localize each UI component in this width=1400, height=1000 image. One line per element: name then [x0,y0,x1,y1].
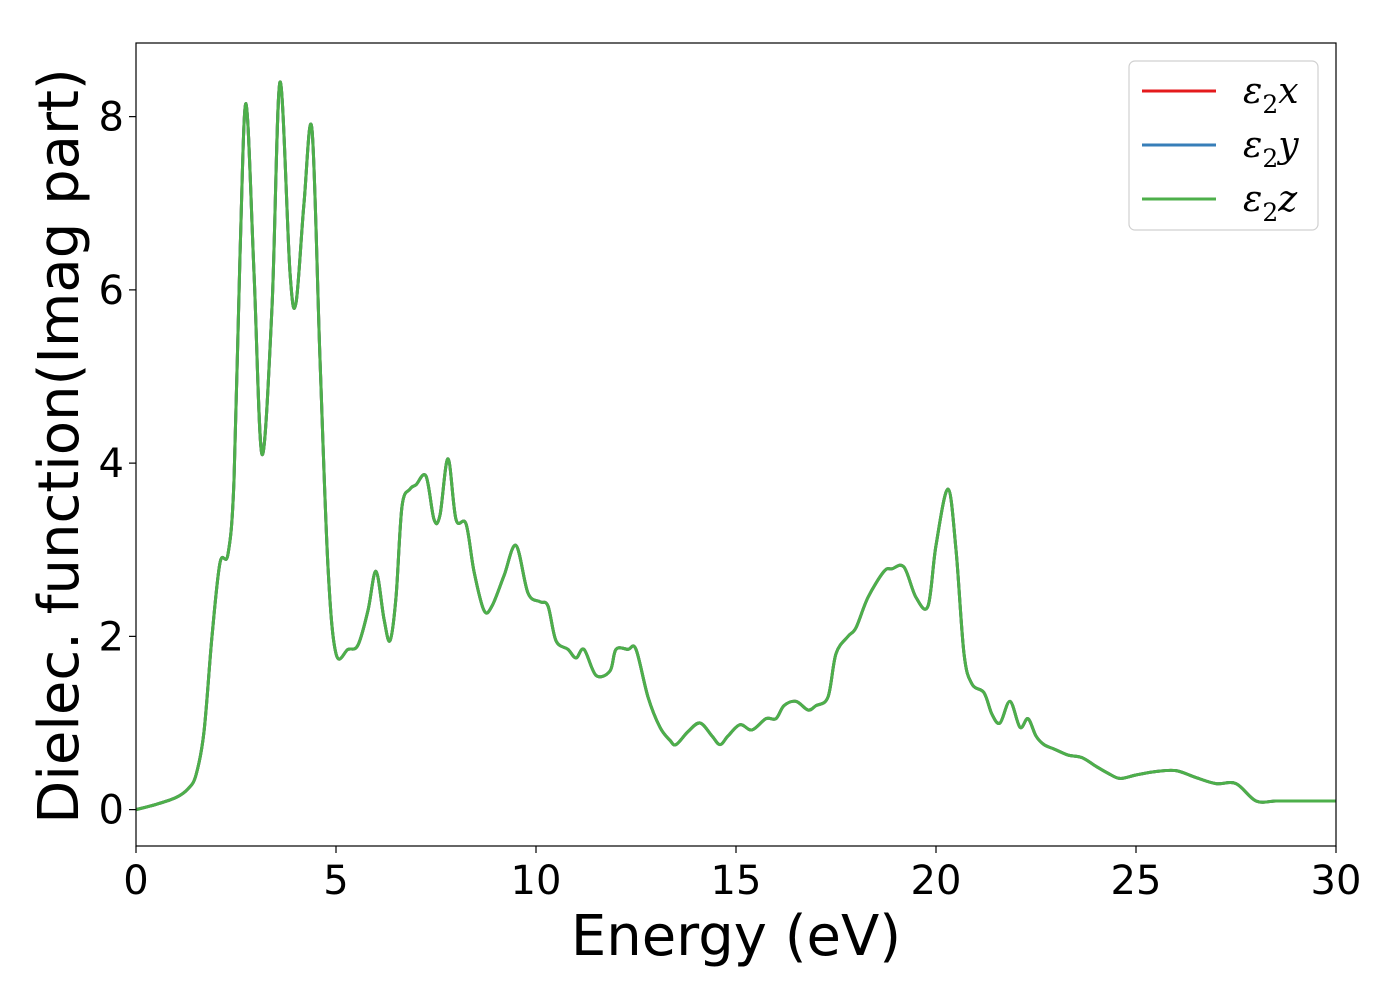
x-tick-label: 0 [123,858,148,904]
x-axis-label: Energy (eV) [571,904,901,969]
y-axis-label: Dielec. function(Imag part) [27,68,92,824]
y-tick-label: 2 [99,614,124,660]
y-tick-label: 6 [99,268,124,314]
legend: ε2x ε2y ε2z [1128,60,1319,231]
x-tick-label: 5 [323,858,348,904]
y-tick-label: 0 [99,788,124,834]
x-tick-label: 20 [911,858,962,904]
legend-box [1128,60,1319,231]
x-tick-label: 15 [711,858,762,904]
y-axis-ticks: 0 2 4 6 8 [99,95,136,834]
x-tick-label: 30 [1311,858,1362,904]
legend-label-1: ε2x [1243,71,1299,119]
plot-lines [135,80,1336,812]
x-tick-label: 10 [511,858,562,904]
y-tick-label: 8 [99,95,124,141]
legend-label-2: ε2y [1243,125,1299,173]
series-line-3 [135,80,1336,812]
x-axis-ticks: 0 5 10 15 20 25 30 [123,846,1361,904]
y-tick-label: 4 [99,441,124,487]
x-tick-label: 25 [1111,858,1162,904]
legend-label-3: ε2z [1243,179,1298,227]
